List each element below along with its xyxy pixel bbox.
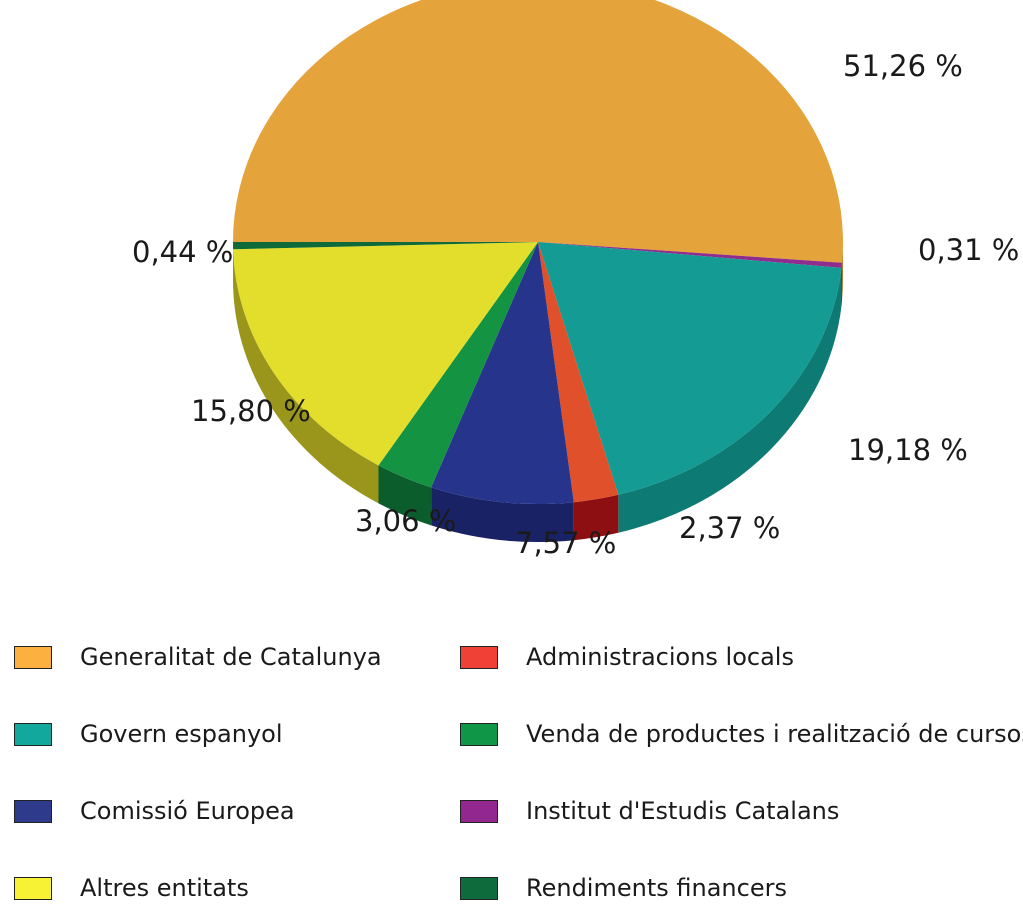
pie-sides [233,242,843,542]
pie-slice [538,242,619,503]
slice-label: 0,31 % [918,233,1019,267]
slice-label: 7,57 % [515,526,616,560]
pie-slice [233,242,538,466]
legend-item: Institut d'Estudis Catalans [460,797,839,825]
pie-slice-side [431,487,574,542]
slice-label: 15,80 % [191,394,311,428]
pie-tops [233,0,843,504]
legend-label: Venda de productes i realització de curs… [526,720,1023,748]
legend-swatch [460,645,498,669]
legend-swatch [14,799,52,823]
legend-swatch [460,876,498,900]
legend-label: Generalitat de Catalunya [80,643,382,671]
pie-slice [233,0,843,263]
legend-item: Administracions locals [460,643,794,671]
slice-label: 2,37 % [679,511,780,545]
legend-swatch [14,645,52,669]
pie-slice-side [573,494,619,541]
slice-label: 0,44 % [132,235,233,269]
legend-label: Altres entitats [80,874,249,902]
legend-swatch [14,722,52,746]
pie-slice [538,242,842,495]
legend-item: Altres entitats [14,874,249,902]
legend-label: Institut d'Estudis Catalans [526,797,840,825]
legend-label: Administracions locals [526,643,794,671]
pie-slice-side [842,242,843,301]
pie-slice [431,242,574,504]
pie-chart: 51,26 % 0,31 % 19,18 % 2,37 % 7,57 % 3,06 % 15… [132,0,1019,560]
legend-label: Rendiments financers [526,874,787,902]
legend-item: Govern espanyol [14,720,283,748]
pie-slice [538,242,843,268]
pie-labels: 51,26 % 0,31 % 19,18 % 2,37 % 7,57 % 3,06 % 15… [132,49,1019,560]
pie-slice-side [841,262,843,306]
pie-slice-side [618,267,842,533]
slice-label: 3,06 % [355,504,456,538]
pie-slice [233,242,538,250]
legend-swatch [460,799,498,823]
legend-item: Comissió Europea [14,797,295,825]
legend-swatch [460,722,498,746]
legend-label: Comissió Europea [80,797,295,825]
pie-slice-side [378,465,432,526]
slice-label: 51,26 % [843,49,963,83]
legend-swatch [14,876,52,900]
legend-item: Venda de productes i realització de curs… [460,720,1023,748]
pie-slice-side [233,249,379,504]
legend-item: Generalitat de Catalunya [14,643,382,671]
legend-item: Rendiments financers [460,874,787,902]
legend-label: Govern espanyol [80,720,283,748]
pie-slice [378,242,538,488]
slice-label: 19,18 % [848,433,968,467]
